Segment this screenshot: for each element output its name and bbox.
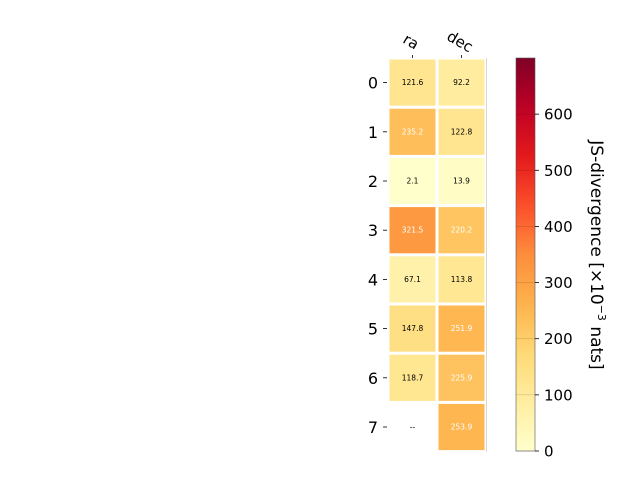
cell-value-label: 321.5 <box>402 226 424 235</box>
cell-1-dec: 122.8 <box>438 108 485 155</box>
cell-5-dec: 251.9 <box>438 305 485 352</box>
cell-4-dec: 113.8 <box>438 256 485 303</box>
colorbar-tick-label: 0 <box>544 443 554 461</box>
row-label-3: 3 <box>368 221 378 240</box>
colorbar-tick-label: 500 <box>544 162 573 180</box>
heatmap-cell <box>389 256 436 303</box>
row-label-7: 7 <box>368 418 378 437</box>
cell-value-label: 13.9 <box>453 177 470 186</box>
cell-value-label: 121.6 <box>402 78 424 87</box>
column-label-dec: dec <box>444 27 476 56</box>
column-label-ra: ra <box>400 30 422 53</box>
cell-value-label: 2.1 <box>407 177 419 186</box>
colorbar-tick-label: 200 <box>544 330 573 348</box>
cell-value-label: 118.7 <box>402 373 424 382</box>
heatmap-cell <box>438 59 485 106</box>
colorbar-tick-label: 600 <box>544 106 573 124</box>
colorbar: 0 100 200 300 400 500 600 JS-divergence [×10−3… <box>515 57 608 461</box>
cell-value-label: 253.9 <box>451 423 473 432</box>
cell-6-dec: 225.9 <box>438 354 485 401</box>
cell-value-label: 122.8 <box>451 127 473 136</box>
heatmap-cell <box>438 108 485 155</box>
heatmap-cell <box>389 108 436 155</box>
heatmap-cells: 121.6 92.2 235.2 122.8 2.1 13.9 321.5 220.2 67.1… <box>389 59 485 451</box>
row-label-1: 1 <box>368 123 378 142</box>
cell-6-ra: 118.7 <box>389 354 436 401</box>
cell-7-dec: 253.9 <box>438 403 485 451</box>
heatmap-cell <box>389 59 436 106</box>
heatmap-cell <box>389 305 436 352</box>
cell-value-label: 251.9 <box>451 324 473 333</box>
row-label-5: 5 <box>368 320 378 339</box>
cell-value-label: 225.9 <box>451 373 473 382</box>
cell-3-dec: 220.2 <box>438 207 485 254</box>
row-label-4: 4 <box>368 270 378 289</box>
cell-3-ra: 321.5 <box>389 207 436 254</box>
cell-4-ra: 67.1 <box>389 256 436 303</box>
cell-2-ra: 2.1 <box>389 157 436 205</box>
cell-value-label: 147.8 <box>402 324 424 333</box>
heatmap-cell <box>389 207 436 254</box>
column-labels: ra dec <box>400 27 476 58</box>
colorbar-tick-label: 100 <box>544 386 573 404</box>
cell-value-label: 220.2 <box>451 226 473 235</box>
cell-value-label: 67.1 <box>404 275 421 284</box>
cell-value-label: 235.2 <box>402 127 424 136</box>
heatmap-cell <box>389 354 436 401</box>
colorbar-tick-label: 300 <box>544 274 573 292</box>
cell-0-dec: 92.2 <box>438 59 485 106</box>
heatmap-cell <box>438 207 485 254</box>
row-label-2: 2 <box>368 172 378 191</box>
heatmap-cell <box>438 157 485 205</box>
row-labels: 0 1 2 3 4 5 6 7 <box>368 74 387 437</box>
cell-value-label: 92.2 <box>453 78 470 87</box>
colorbar-ticks: 0 100 200 300 400 500 600 <box>516 106 573 461</box>
cell-5-ra: 147.8 <box>389 305 436 352</box>
heatmap-cell <box>438 354 485 401</box>
cell-2-dec: 13.9 <box>438 157 485 205</box>
colorbar-label: JS-divergence [×10−3 nats] <box>586 139 608 369</box>
heatmap-cell <box>438 256 485 303</box>
row-label-0: 0 <box>368 74 378 93</box>
cell-value-label: -- <box>410 423 416 432</box>
cell-1-ra: 235.2 <box>389 108 436 155</box>
heatmap-cell <box>438 305 485 352</box>
cell-value-label: 113.8 <box>451 275 473 284</box>
heatmap-cell <box>438 403 485 451</box>
colorbar-gradient <box>515 57 536 452</box>
row-label-6: 6 <box>368 369 378 388</box>
cell-7-ra: -- <box>410 423 416 432</box>
cell-0-ra: 121.6 <box>389 59 436 106</box>
colorbar-tick-label: 400 <box>544 218 573 236</box>
heatmap-cell <box>389 157 436 205</box>
